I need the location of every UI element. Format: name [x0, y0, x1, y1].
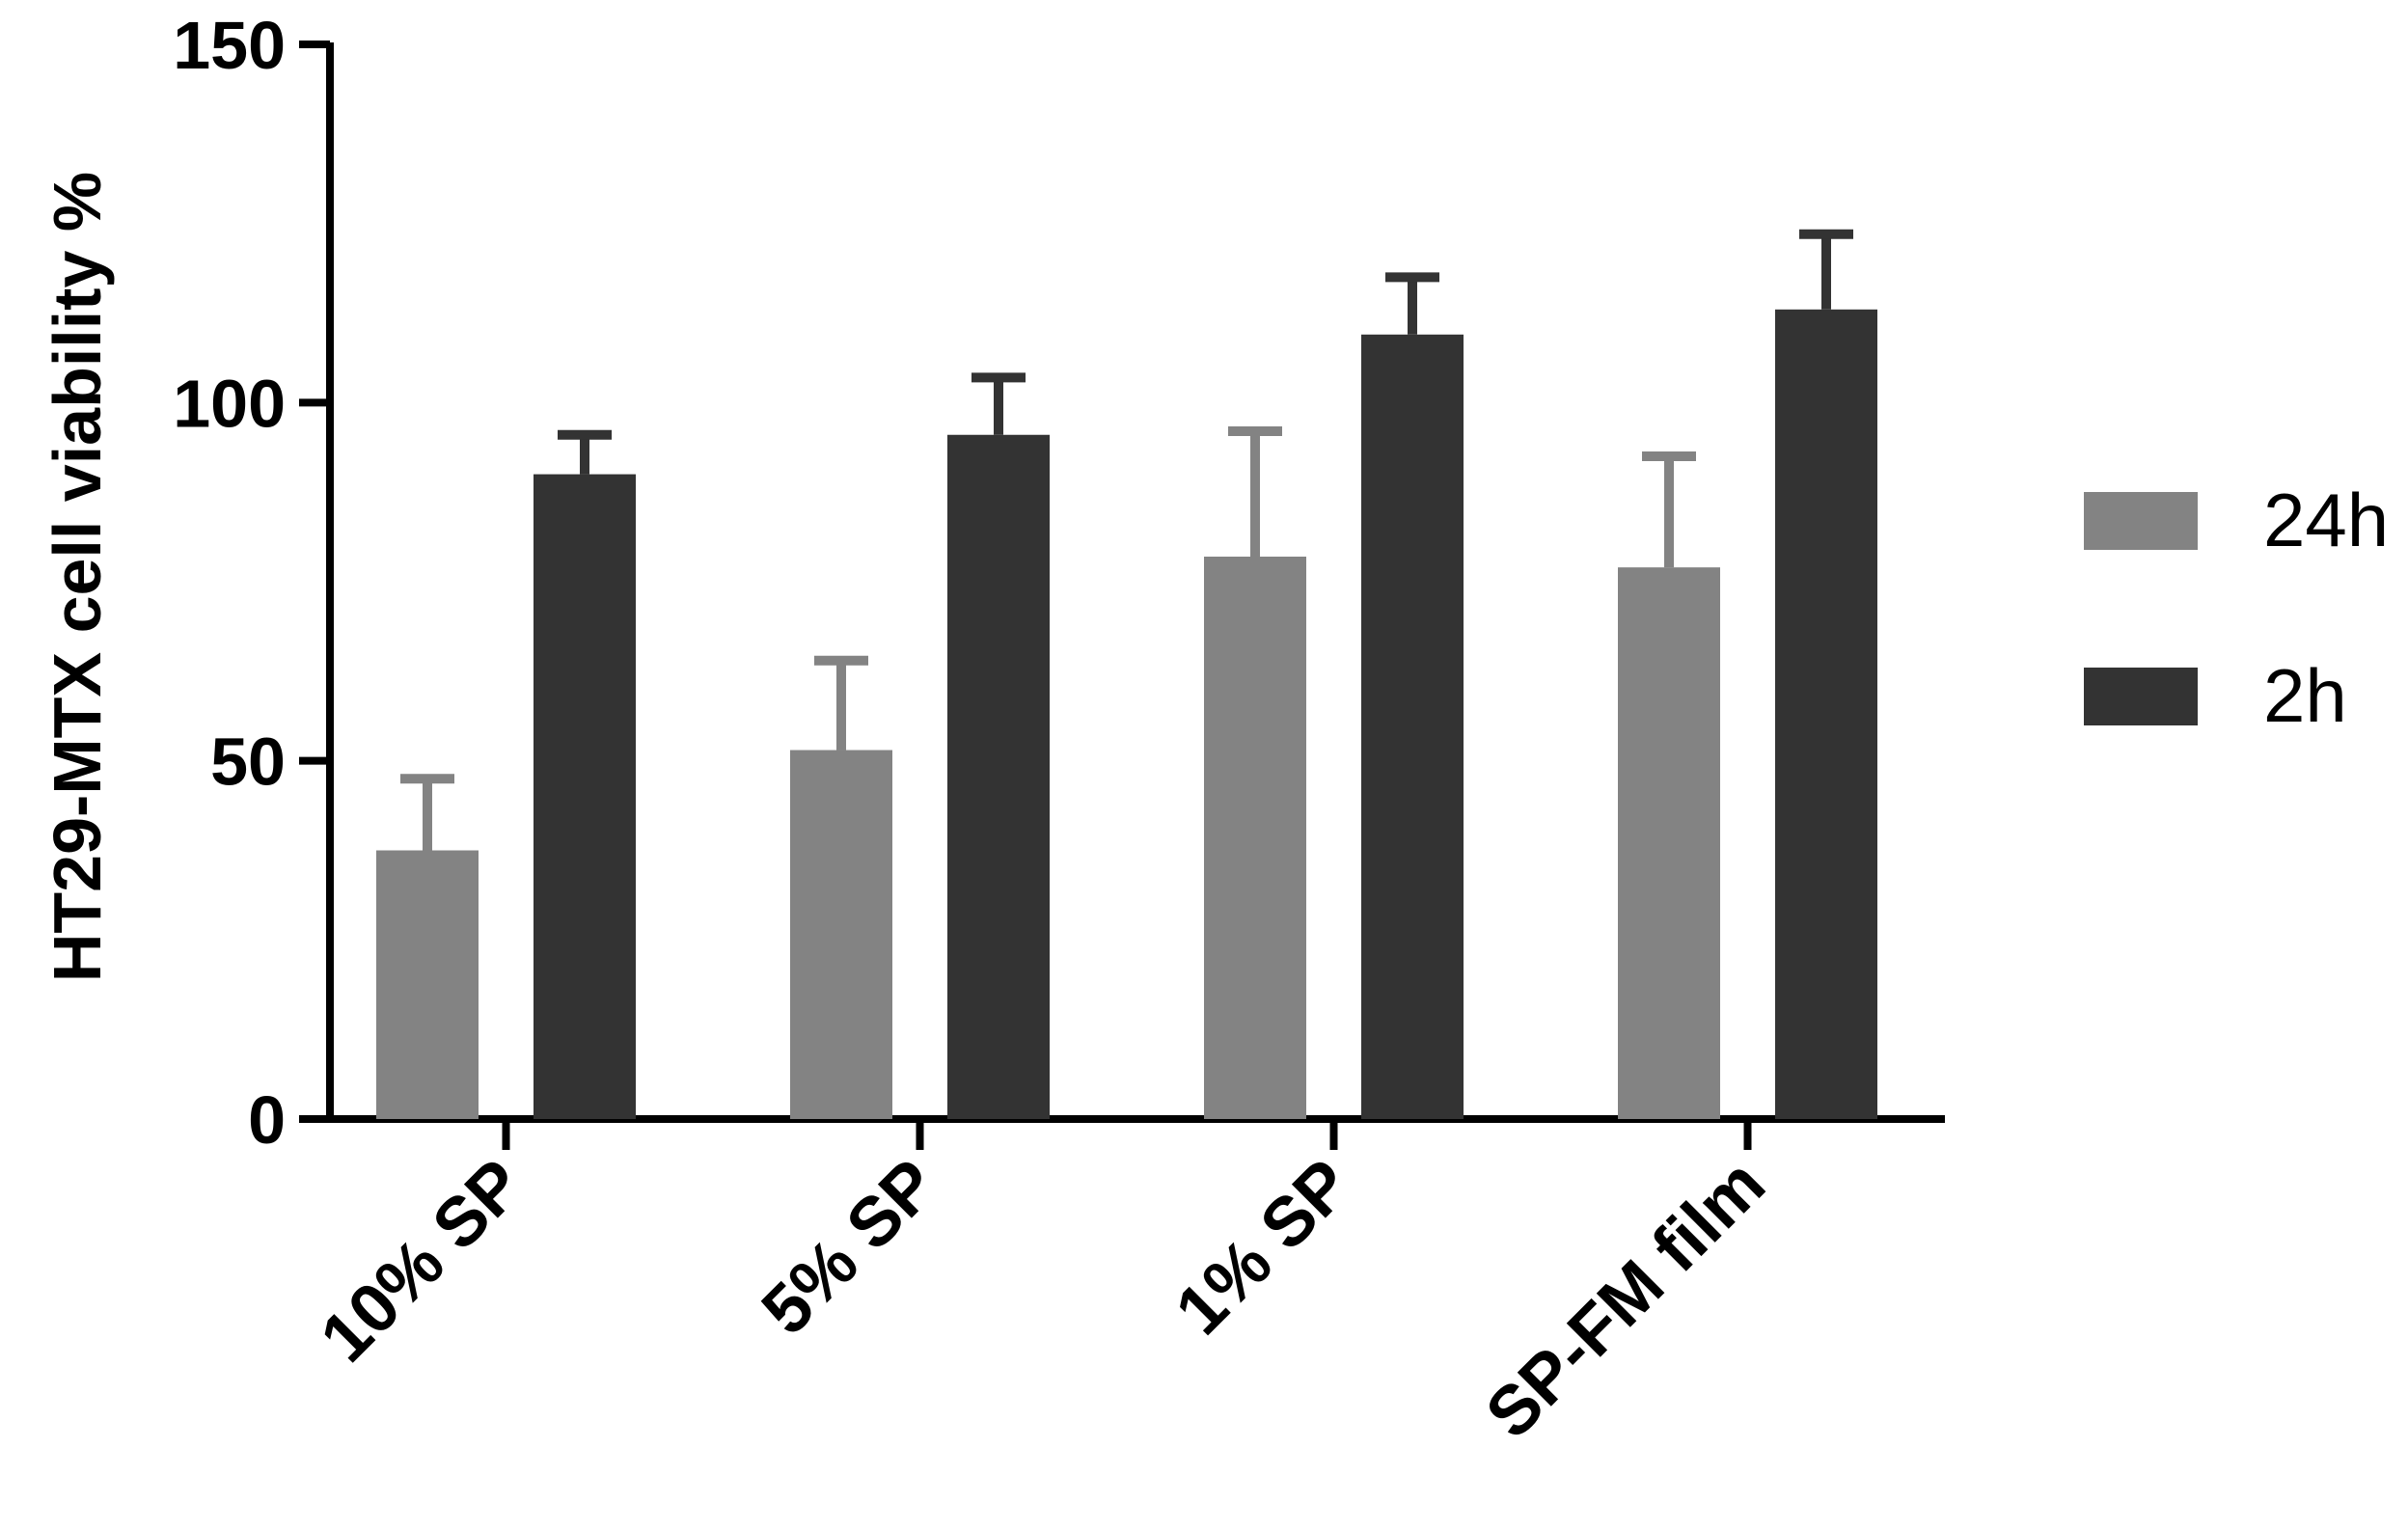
bar-24h-10% SP: [376, 850, 479, 1119]
error-bars-group: [400, 229, 1853, 851]
legend-swatch: [2084, 492, 2198, 550]
y-tick-label: 0: [248, 1082, 286, 1158]
x-tick-label: SP-FM film: [1471, 1145, 1780, 1454]
x-tick-label: 10% SP: [306, 1145, 538, 1378]
legend: 24h 2h: [2084, 478, 2389, 738]
y-tick-label: 150: [173, 8, 286, 83]
x-axis: 10% SP 5% SP 1% SP SP-FM film: [306, 1115, 1945, 1454]
bar-2h-5% SP: [947, 434, 1050, 1120]
bar-2h-1% SP: [1361, 334, 1464, 1119]
x-tick-label: 1% SP: [1162, 1145, 1366, 1350]
bar-24h-SP-FM film: [1618, 567, 1720, 1119]
legend-label: 24h: [2263, 478, 2389, 562]
y-axis: 0 50 100 150: [173, 8, 334, 1158]
y-tick-label: 50: [210, 724, 286, 800]
x-tick-label: 5% SP: [748, 1145, 952, 1350]
y-axis-title: HT29-MTX cell viability %: [40, 172, 115, 982]
y-tick-label: 100: [173, 366, 286, 441]
bar-24h-1% SP: [1204, 557, 1306, 1119]
bar-2h-SP-FM film: [1775, 309, 1877, 1120]
legend-label: 2h: [2263, 653, 2347, 738]
bar-24h-5% SP: [790, 750, 892, 1119]
bars-group: [376, 309, 1877, 1120]
bar-2h-10% SP: [534, 474, 636, 1120]
legend-swatch: [2084, 668, 2198, 725]
